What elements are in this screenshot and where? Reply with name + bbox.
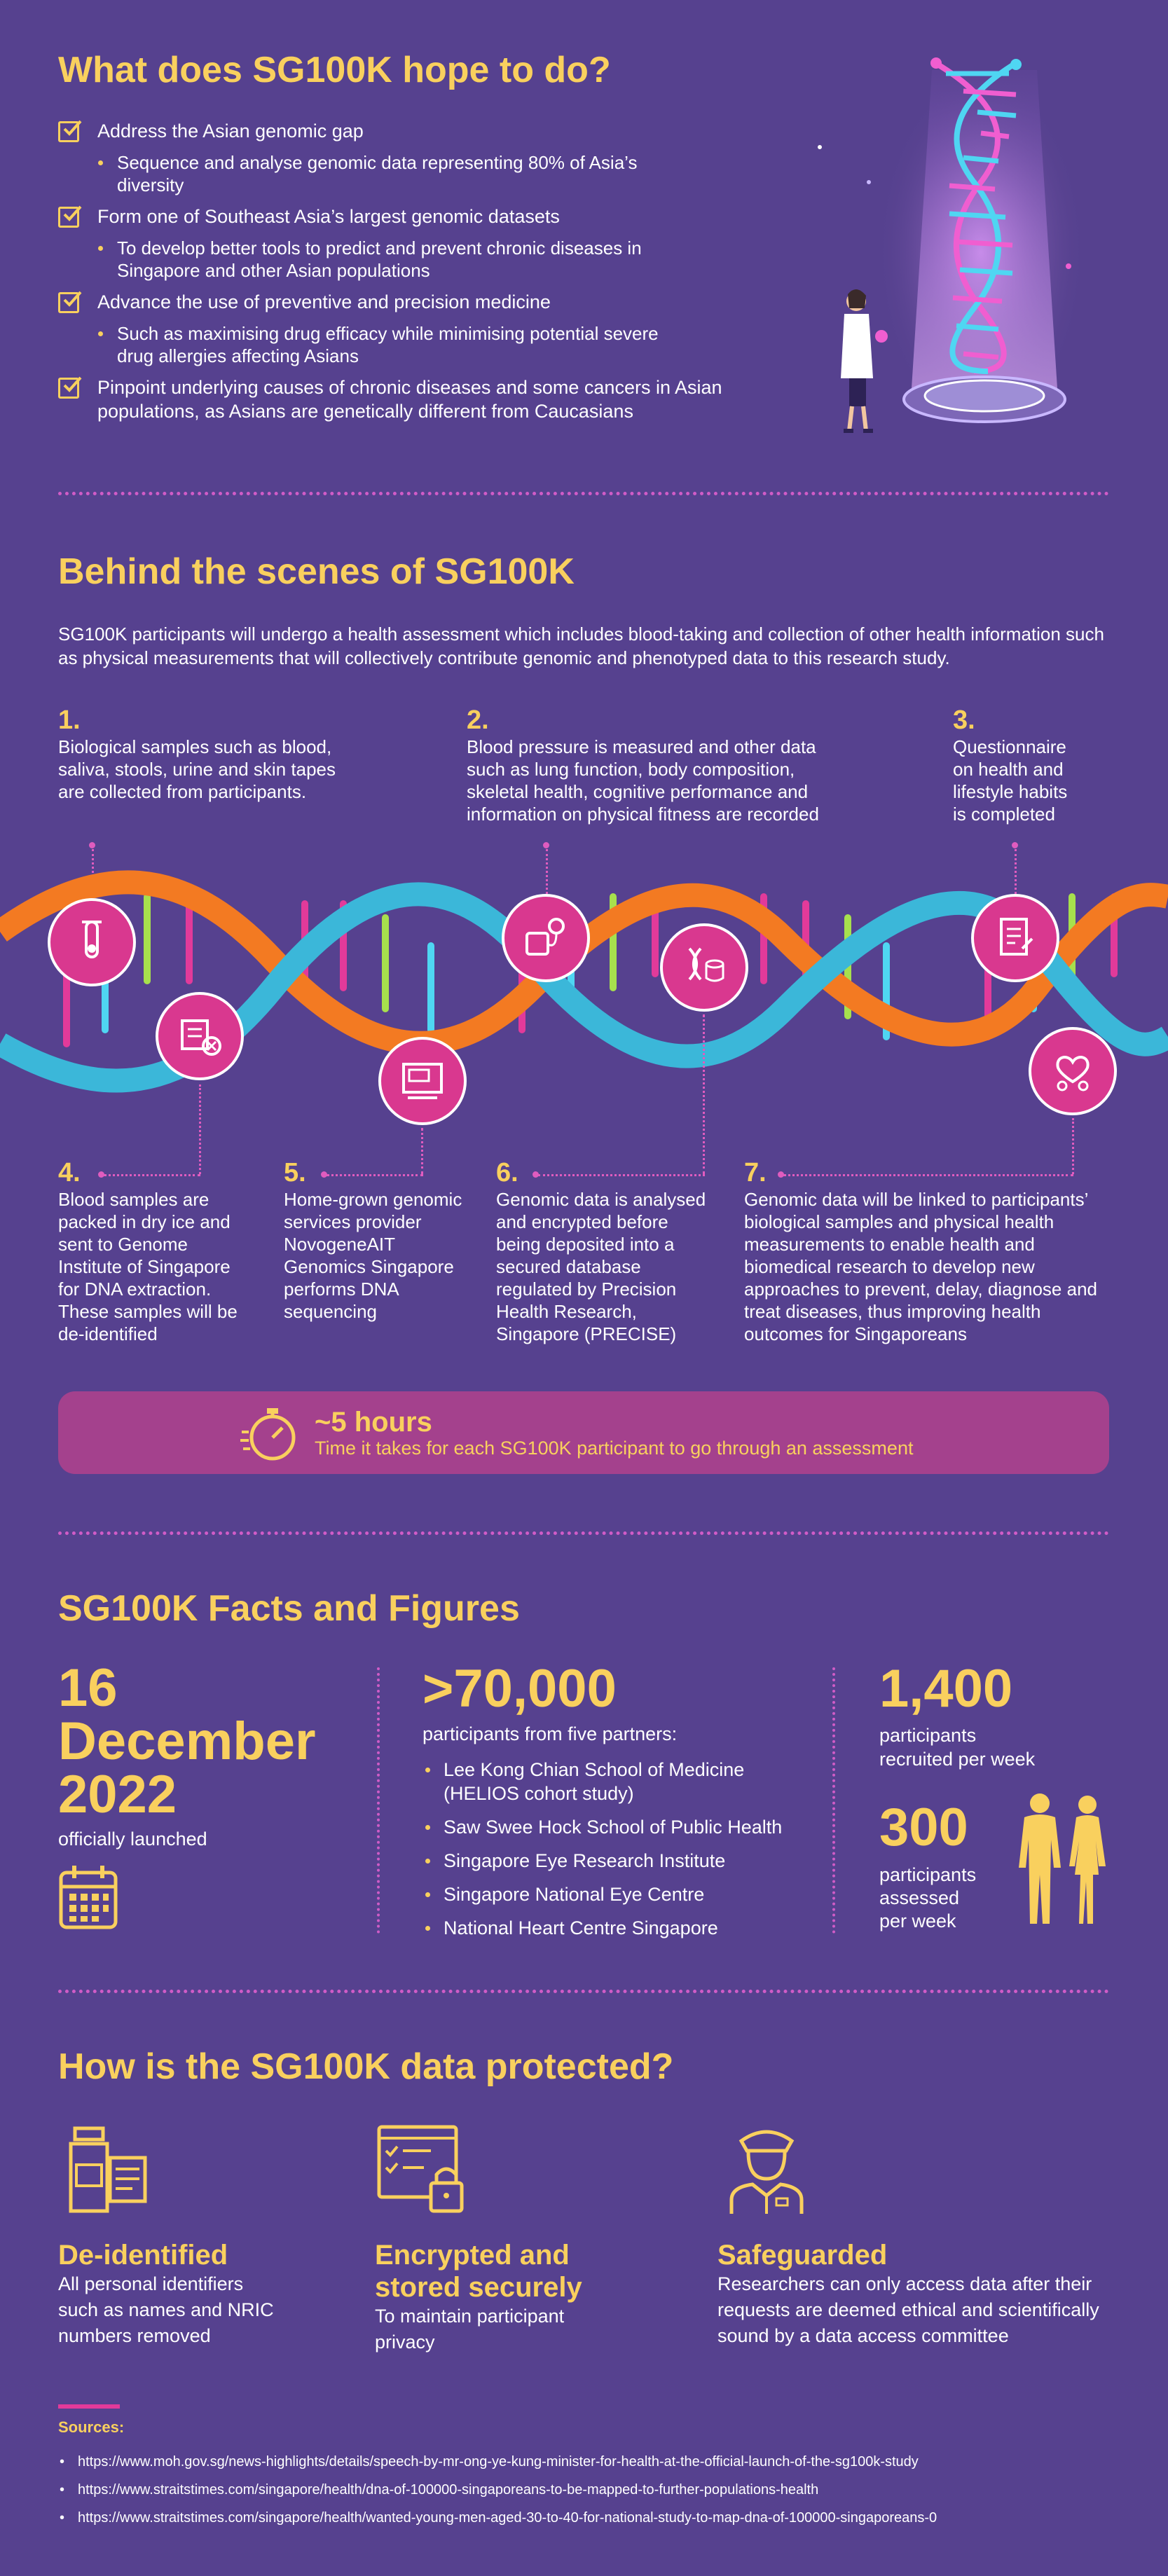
scenes-title: Behind the scenes of SG100K [58,551,575,592]
connector-line [92,849,94,898]
dna-hologram-illustration [818,57,1086,434]
goals-list: Address the Asian genomic gap Sequence a… [58,119,759,432]
connector-line [546,849,548,898]
list-item: Saw Swee Hock School of Public Health [422,1815,815,1839]
section-divider [58,492,1109,495]
launch-label: officially launched [58,1828,207,1850]
sequencer-machine-icon [378,1037,467,1125]
connector-line [199,1084,201,1174]
goal-item: Pinpoint underlying causes of chronic di… [58,376,731,423]
goal-item: Address the Asian genomic gap [58,119,759,143]
blood-pressure-icon [502,894,590,982]
connector-line [1015,849,1017,898]
connector-line [538,1174,705,1176]
people-icon [1019,1793,1106,1924]
step-2: 2. Blood pressure is measured and other … [467,705,819,825]
hope-title: What does SG100K hope to do? [58,50,611,90]
connector-line [327,1174,423,1176]
health-research-icon [1029,1027,1117,1115]
connector-line [1072,1118,1074,1174]
checkbox-icon [58,291,82,313]
checkbox-icon [58,205,82,228]
goal-item: Advance the use of preventive and precis… [58,290,759,314]
facts-title: SG100K Facts and Figures [58,1588,520,1629]
checkbox-icon [58,376,82,399]
dna-database-icon [660,923,748,1012]
questionnaire-icon [971,894,1059,982]
scenes-intro: SG100K participants will undergo a healt… [58,624,1104,668]
list-item: Singapore Eye Research Institute [422,1849,815,1873]
source-link[interactable]: https://www.straitstimes.com/singapore/h… [58,2504,937,2532]
connector-line [104,1174,200,1176]
secure-document-icon [377,2125,464,2213]
connector-dot [89,842,95,848]
protect-encrypted: Encrypted and stored securely To maintai… [375,2240,582,2353]
assessed-per-week: 300 participants assessed per week [879,1798,977,1931]
security-guard-icon [729,2130,804,2214]
step-7: 7. Genomic data will be linked to partic… [744,1158,1097,1344]
source-link[interactable]: https://www.moh.gov.sg/news-highlights/d… [58,2448,937,2476]
scientist-figure [841,289,888,433]
medical-record-icon [69,2126,147,2213]
source-link[interactable]: https://www.straitstimes.com/singapore/h… [58,2476,937,2504]
assessment-time-banner: ~5 hours Time it takes for each SG100K p… [58,1391,1109,1474]
connector-dot [1012,842,1018,848]
section-divider [58,1531,1109,1535]
assessment-time-value: ~5 hours [315,1407,432,1438]
recruited-per-week: 1,400 participants recruited per week [879,1659,1036,1770]
stopwatch-icon [240,1408,296,1461]
step-6: 6. Genomic data is analysed and encrypte… [496,1158,706,1344]
goal-subitem: To develop better tools to predict and p… [58,237,689,282]
participants-total: >70,000 participants from five partners:… [422,1658,815,1950]
protect-title: How is the SG100K data protected? [58,2046,674,2087]
assessment-time-label: Time it takes for each SG100K participan… [315,1438,914,1459]
sample-package-icon [156,992,244,1080]
step-3: 3. Questionnaire on health and lifestyle… [953,705,1068,825]
step-5: 5. Home-grown genomic services provider … [284,1158,462,1322]
step-1: 1. Biological samples such as blood, sal… [58,705,336,802]
connector-dot [778,1171,784,1178]
column-divider [377,1667,380,1934]
connector-dot [321,1171,327,1178]
sources-list: https://www.moh.gov.sg/news-highlights/d… [58,2448,937,2532]
test-tube-icon [48,898,136,986]
checkbox-icon [58,120,82,142]
protect-deidentified: De-identified All personal identifiers s… [58,2240,274,2346]
connector-dot [98,1171,104,1178]
protect-safeguarded: Safeguarded Researchers can only access … [717,2240,1099,2346]
goal-subitem: Such as maximising drug efficacy while m… [58,322,689,367]
sources-accent-bar [58,2404,120,2409]
list-item: Singapore National Eye Centre [422,1882,815,1906]
connector-line [421,1128,423,1174]
connector-dot [543,842,549,848]
connector-dot [533,1171,539,1178]
goal-item: Form one of Southeast Asia’s largest gen… [58,205,759,228]
list-item: Lee Kong Chian School of Medicine (HELIO… [422,1758,815,1805]
step-4: 4. Blood samples are packed in dry ice a… [58,1158,238,1344]
partner-list: Lee Kong Chian School of Medicine (HELIO… [422,1758,815,1940]
goal-subitem: Sequence and analyse genomic data repres… [58,151,689,196]
list-item: National Heart Centre Singapore [422,1916,815,1940]
connector-line [783,1174,1073,1176]
launch-date: 16 December 2022 officially launched [58,1662,366,1934]
sources-title: Sources: [58,2418,125,2436]
section-divider [58,1990,1109,1993]
column-divider [832,1667,835,1934]
connector-line [703,1014,705,1174]
calendar-icon [59,1866,118,1929]
